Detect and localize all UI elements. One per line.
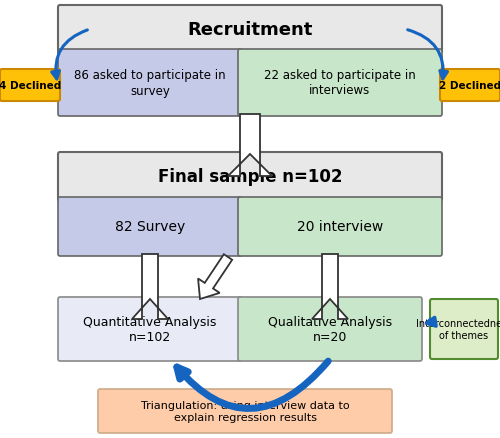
FancyBboxPatch shape: [238, 297, 422, 361]
Text: Qualitative Analysis
n=20: Qualitative Analysis n=20: [268, 315, 392, 343]
Text: Quantitative Analysis
n=102: Quantitative Analysis n=102: [84, 315, 216, 343]
FancyBboxPatch shape: [58, 50, 242, 117]
FancyBboxPatch shape: [238, 198, 442, 256]
Polygon shape: [198, 254, 232, 299]
Polygon shape: [228, 115, 272, 177]
Polygon shape: [312, 254, 348, 319]
FancyBboxPatch shape: [58, 297, 242, 361]
FancyBboxPatch shape: [58, 153, 442, 201]
FancyBboxPatch shape: [58, 6, 442, 54]
Text: 86 asked to participate in
survey: 86 asked to participate in survey: [74, 69, 226, 97]
Text: 82 Survey: 82 Survey: [115, 220, 185, 234]
Text: Interconnectedness
of themes: Interconnectedness of themes: [416, 318, 500, 340]
Text: Triangulation: using interview data to
explain regression results: Triangulation: using interview data to e…: [140, 400, 350, 422]
Text: 2 Declined: 2 Declined: [439, 81, 500, 91]
Text: 4 Declined: 4 Declined: [0, 81, 61, 91]
FancyBboxPatch shape: [238, 50, 442, 117]
FancyBboxPatch shape: [98, 389, 392, 433]
Text: Recruitment: Recruitment: [188, 21, 312, 39]
FancyBboxPatch shape: [430, 299, 498, 359]
Text: 22 asked to participate in
interviews: 22 asked to participate in interviews: [264, 69, 416, 97]
FancyBboxPatch shape: [58, 198, 242, 256]
Text: 20 interview: 20 interview: [297, 220, 383, 234]
FancyBboxPatch shape: [0, 70, 60, 102]
Text: Final sample n=102: Final sample n=102: [158, 168, 342, 186]
FancyBboxPatch shape: [440, 70, 500, 102]
Polygon shape: [132, 254, 168, 319]
